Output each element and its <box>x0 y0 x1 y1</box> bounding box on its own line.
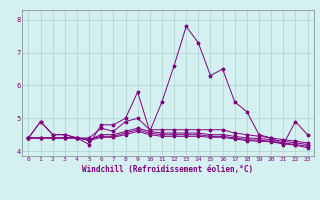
X-axis label: Windchill (Refroidissement éolien,°C): Windchill (Refroidissement éolien,°C) <box>83 165 253 174</box>
